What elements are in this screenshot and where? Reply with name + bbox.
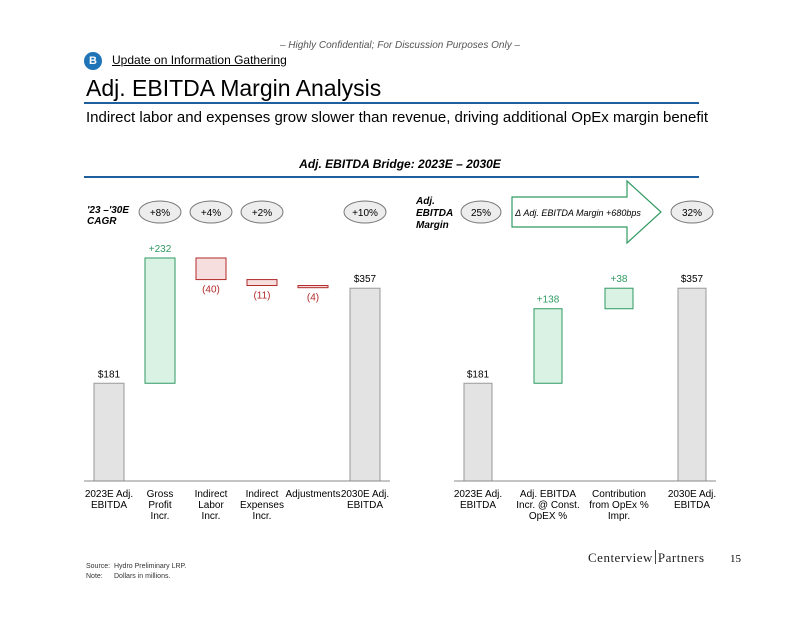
- cagr-pill-2: [138, 200, 182, 224]
- left-bar-5: [297, 285, 329, 289]
- cagr-pill-4: [240, 200, 284, 224]
- left-category-label-6-1: 2030E Adj.: [341, 489, 389, 500]
- left-category-label-2-2: Profit: [148, 500, 172, 511]
- margin-start-pill: [460, 200, 502, 224]
- left-category-label-1-2: EBITDA: [91, 500, 127, 511]
- bridge-rule: [84, 176, 699, 178]
- right-data-label-1: $181: [467, 369, 490, 380]
- left-bar-3: [195, 257, 227, 281]
- margin-delta-text: Δ Adj. EBITDA Margin +680bps: [514, 208, 641, 218]
- left-data-label-4: (11): [253, 291, 270, 302]
- right-category-label-2-3: OpEX %: [529, 511, 567, 522]
- left-category-label-4-1: Indirect: [246, 489, 279, 500]
- right-category-label-1-2: EBITDA: [460, 500, 496, 511]
- left-category-label-6-2: EBITDA: [347, 500, 383, 511]
- note-label: Note:: [86, 573, 103, 580]
- left-bar-6: [349, 287, 381, 482]
- right-category-label-2-1: Adj. EBITDA: [520, 489, 576, 500]
- right-data-label-4: $357: [681, 274, 704, 285]
- left-category-label-3-3: Incr.: [202, 511, 221, 522]
- note-text: Dollars in millions.: [114, 573, 171, 580]
- company-logo: Centerview Partners: [588, 550, 705, 566]
- cagr-value-4: +2%: [252, 208, 272, 219]
- left-data-label-1: $181: [98, 369, 121, 380]
- left-data-label-2: +232: [149, 244, 172, 255]
- right-category-label-1-1: 2023E Adj.: [454, 489, 502, 500]
- left-data-label-3: (40): [202, 285, 220, 296]
- logo-right-text: Partners: [657, 550, 705, 565]
- margin-start-value: 25%: [471, 208, 491, 219]
- confidentiality-notice: – Highly Confidential; For Discussion Pu…: [279, 40, 521, 51]
- section-badge: B: [84, 52, 102, 70]
- left-bar-4: [246, 279, 278, 287]
- margin-label-line-3: Margin: [416, 220, 449, 231]
- left-category-label-1-1: 2023E Adj.: [85, 489, 133, 500]
- page-title: Adj. EBITDA Margin Analysis: [86, 75, 382, 101]
- page-subtitle: Indirect labor and expenses grow slower …: [86, 109, 709, 126]
- cagr-label-line-1: '23 –'30E: [87, 205, 129, 216]
- cagr-value-6: +10%: [352, 208, 378, 219]
- cagr-value-3: +4%: [201, 208, 221, 219]
- margin-label-line-1: Adj.: [415, 196, 435, 207]
- margin-end-pill: [670, 200, 714, 224]
- bridge-title: Adj. EBITDA Bridge: 2023E – 2030E: [299, 157, 501, 171]
- right-category-label-3-3: Impr.: [608, 511, 630, 522]
- left-category-label-4-3: Incr.: [253, 511, 272, 522]
- right-data-label-3: +38: [611, 274, 628, 285]
- left-category-label-2-3: Incr.: [151, 511, 170, 522]
- margin-delta-arrow: [511, 179, 662, 245]
- right-category-label-4-1: 2030E Adj.: [668, 489, 716, 500]
- right-category-label-3-1: Contribution: [592, 489, 646, 500]
- right-data-label-2: +138: [537, 295, 560, 306]
- left-bar-1: [93, 382, 125, 482]
- right-bar-1: [463, 382, 493, 482]
- right-bar-4: [677, 287, 707, 482]
- right-bar-3: [604, 287, 634, 310]
- margin-label-line-2: EBITDA: [416, 208, 453, 219]
- cagr-pill-6: [343, 200, 387, 224]
- left-category-label-4-2: Expenses: [240, 500, 284, 511]
- margin-end-value: 32%: [682, 208, 702, 219]
- title-rule: [84, 102, 699, 104]
- right-category-label-2-2: Incr. @ Const.: [516, 500, 580, 511]
- left-data-label-6: $357: [354, 274, 377, 285]
- left-data-label-5: (4): [307, 293, 319, 304]
- source-text: Hydro Preliminary LRP.: [114, 563, 187, 570]
- logo-divider: [654, 550, 656, 564]
- right-category-label-3-2: from OpEx %: [589, 500, 649, 511]
- right-bar-2: [533, 308, 563, 384]
- section-link[interactable]: Update on Information Gathering: [112, 53, 287, 67]
- right-category-label-4-2: EBITDA: [674, 500, 710, 511]
- left-category-label-3-1: Indirect: [195, 489, 228, 500]
- left-bar-2: [144, 257, 176, 384]
- page-number: 15: [730, 553, 741, 565]
- cagr-value-2: +8%: [150, 208, 170, 219]
- logo-left-text: Centerview: [588, 550, 653, 565]
- left-category-label-2-1: Gross: [147, 489, 174, 500]
- cagr-label-line-2: CAGR: [87, 216, 117, 227]
- left-category-label-5-1: Adjustments: [285, 489, 340, 500]
- source-label: Source:: [86, 563, 111, 570]
- left-category-label-3-2: Labor: [198, 500, 224, 511]
- cagr-pill-3: [189, 200, 233, 224]
